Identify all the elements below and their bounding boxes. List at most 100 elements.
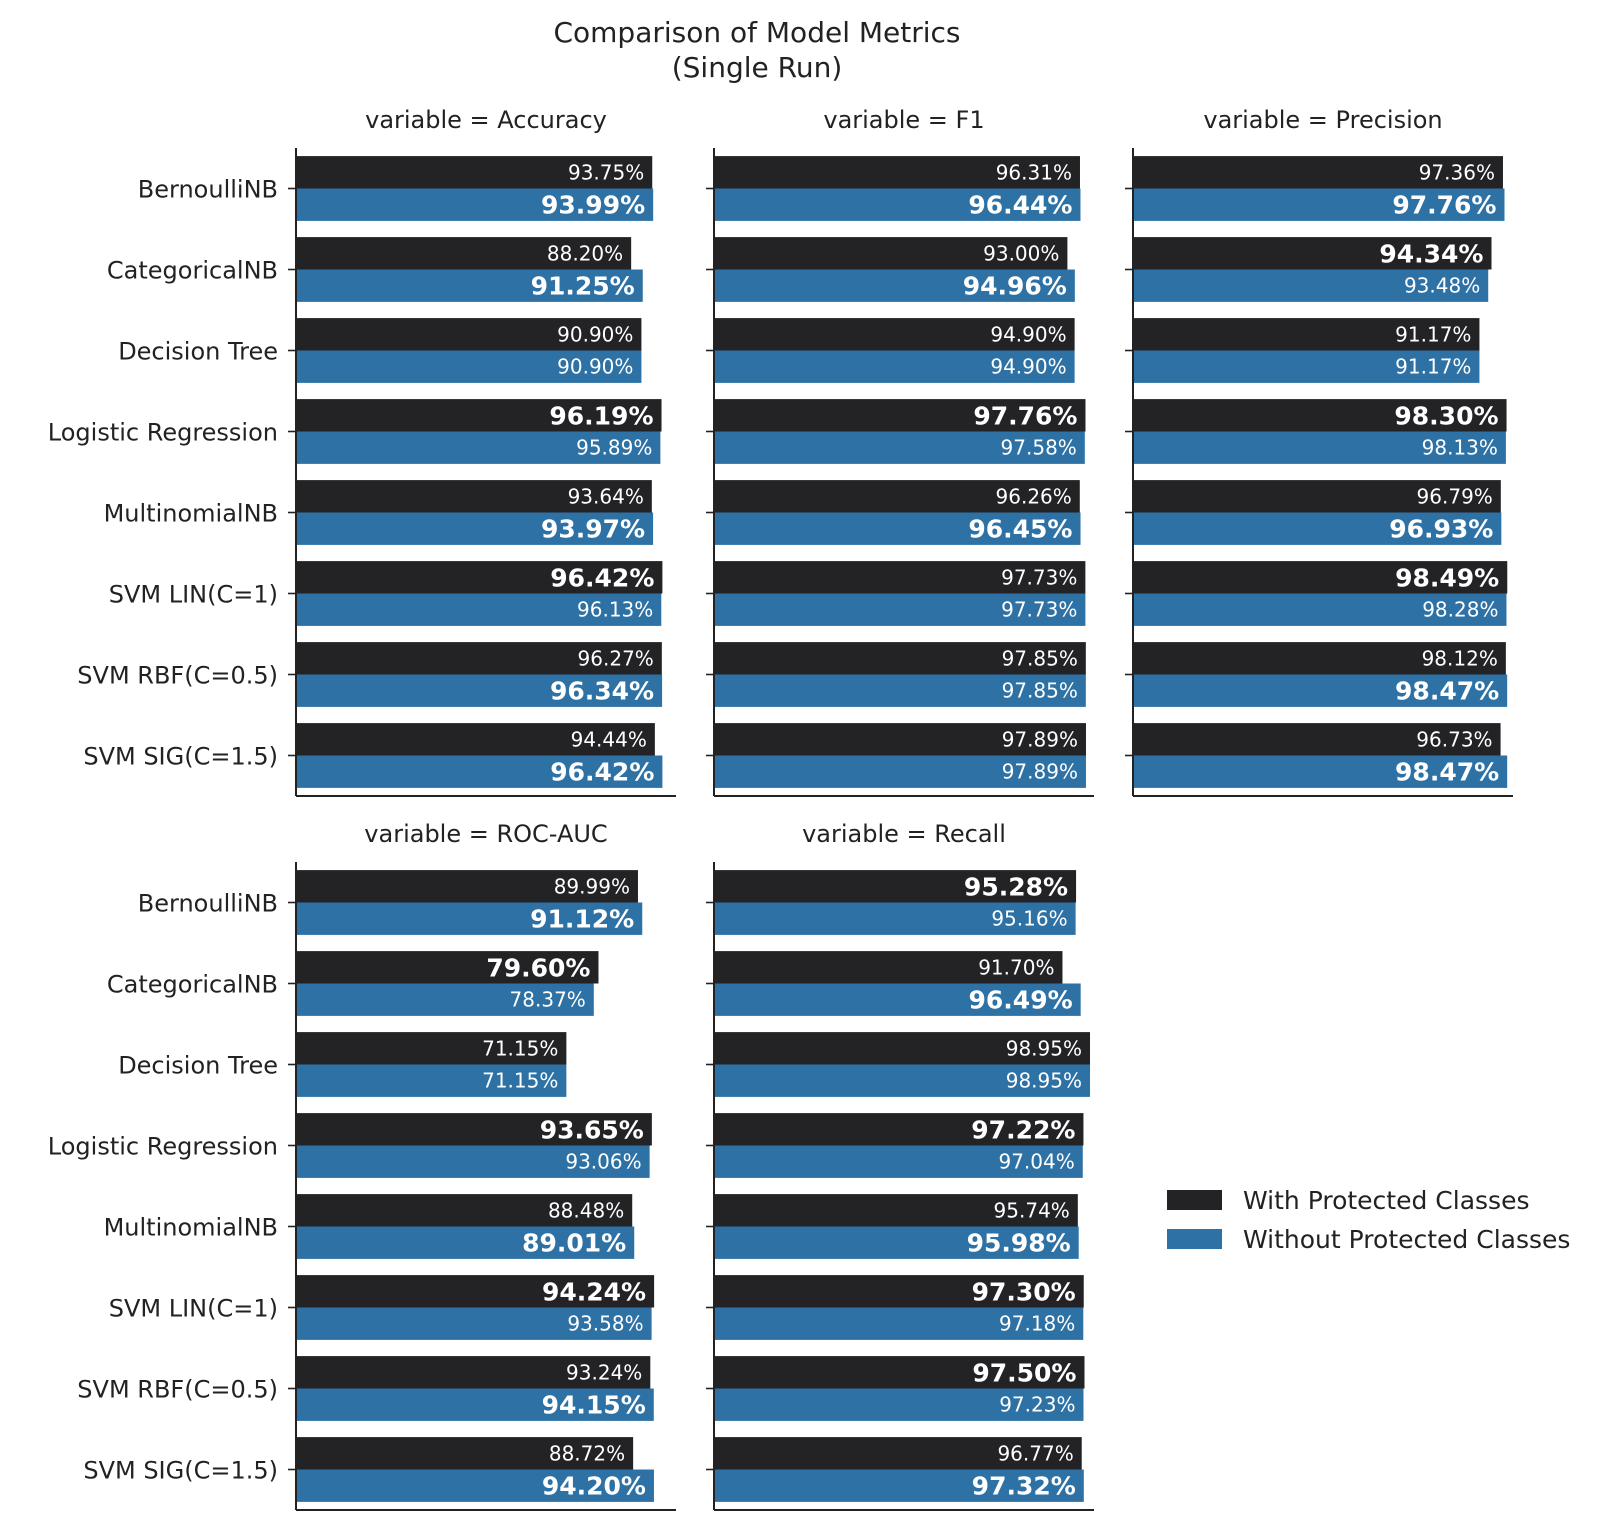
category-label-svm-lin-c-1: SVM LIN(C=1) xyxy=(109,1295,278,1323)
bar-f1-svm-rbf-c-0-5-s0 xyxy=(714,642,1086,675)
bar-precision-decision-tree-s1 xyxy=(1133,350,1480,383)
bar-f1-svm-lin-c-1-s0 xyxy=(714,561,1086,594)
category-label-svm-rbf-c-0-5: SVM RBF(C=0.5) xyxy=(77,1376,278,1404)
data-label-recall-svm-lin-c-1-s1: 97.18% xyxy=(999,1312,1075,1336)
panel-title-accuracy: variable = Accuracy xyxy=(365,106,607,134)
bar-accuracy-svm-rbf-c-0-5-s0 xyxy=(296,642,662,675)
bar-precision-svm-lin-c-1-s1 xyxy=(1133,593,1507,626)
bar-roc-auc-multinomialnb-s1 xyxy=(296,1226,635,1259)
bar-precision-logistic-regression-s0 xyxy=(1133,399,1507,432)
bar-recall-categoricalnb-s0 xyxy=(714,951,1063,984)
bar-recall-svm-lin-c-1-s0 xyxy=(714,1275,1084,1308)
bar-f1-decision-tree-s1 xyxy=(714,350,1075,383)
panel-f1: variable = F1 96.31% 96.44% 93.00% 94.96% 94.… xyxy=(706,106,1094,797)
category-label-multinomialnb: MultinomialNB xyxy=(104,500,278,528)
bar-f1-svm-sig-c-1-5-s1 xyxy=(714,755,1086,788)
bar-roc-auc-decision-tree-s0 xyxy=(296,1032,567,1065)
data-label-precision-decision-tree-s0: 91.17% xyxy=(1395,322,1471,346)
data-label-recall-svm-rbf-c-0-5-s1: 97.23% xyxy=(999,1393,1075,1417)
panel-roc-auc: variable = ROC-AUC 89.99% 91.12% BernoulliN… xyxy=(48,820,676,1511)
bar-accuracy-decision-tree-s0 xyxy=(296,318,642,351)
data-label-precision-svm-sig-c-1-5-s1: 98.47% xyxy=(1395,758,1499,787)
bar-recall-bernoullinb-s1 xyxy=(714,902,1076,935)
data-label-recall-logistic-regression-s0: 97.22% xyxy=(971,1115,1075,1144)
bar-roc-auc-logistic-regression-s0 xyxy=(296,1113,652,1146)
bar-precision-logistic-regression-s1 xyxy=(1133,431,1506,464)
bar-recall-logistic-regression-s1 xyxy=(714,1145,1083,1178)
bar-accuracy-decision-tree-s1 xyxy=(296,350,642,383)
category-label-decision-tree: Decision Tree xyxy=(118,338,278,366)
data-label-precision-decision-tree-s1: 91.17% xyxy=(1395,355,1471,379)
bar-f1-bernoullinb-s0 xyxy=(714,156,1080,189)
data-label-recall-svm-sig-c-1-5-s0: 96.77% xyxy=(997,1441,1073,1465)
legend-swatch-with-protected-classes xyxy=(1167,1190,1222,1210)
data-label-precision-svm-lin-c-1-s1: 98.28% xyxy=(1422,598,1498,622)
bar-recall-decision-tree-s0 xyxy=(714,1032,1091,1065)
data-label-precision-svm-rbf-c-0-5-s1: 98.47% xyxy=(1395,677,1499,706)
bar-precision-decision-tree-s0 xyxy=(1133,318,1480,351)
bar-accuracy-multinomialnb-s0 xyxy=(296,480,652,513)
panel-precision: variable = Precision 97.36% 97.76% 94.34% 93… xyxy=(1125,106,1513,797)
data-label-recall-decision-tree-s0: 98.95% xyxy=(1006,1036,1082,1060)
panel-recall: variable = Recall 95.28% 95.16% 91.70% 96.49… xyxy=(706,820,1094,1511)
category-label-svm-sig-c-1-5: SVM SIG(C=1.5) xyxy=(83,1457,278,1485)
bar-accuracy-categoricalnb-s0 xyxy=(296,237,632,270)
data-label-recall-svm-sig-c-1-5-s1: 97.32% xyxy=(972,1472,1076,1501)
data-label-precision-svm-sig-c-1-5-s0: 96.73% xyxy=(1416,727,1492,751)
bar-f1-multinomialnb-s0 xyxy=(714,480,1080,513)
bar-accuracy-svm-sig-c-1-5-s0 xyxy=(296,723,655,756)
data-label-f1-bernoullinb-s0: 96.31% xyxy=(996,160,1072,184)
data-label-f1-logistic-regression-s1: 97.58% xyxy=(1001,436,1077,460)
data-label-roc-auc-svm-lin-c-1-s1: 93.58% xyxy=(567,1312,643,1336)
data-label-accuracy-bernoullinb-s0: 93.75% xyxy=(568,160,644,184)
bar-roc-auc-categoricalnb-s1 xyxy=(296,983,594,1016)
category-label-logistic-regression: Logistic Regression xyxy=(48,1133,278,1161)
bar-accuracy-svm-sig-c-1-5-s1 xyxy=(296,755,663,788)
data-label-precision-multinomialnb-s0: 96.79% xyxy=(1417,484,1493,508)
bar-recall-bernoullinb-s0 xyxy=(714,870,1077,903)
category-label-categoricalnb: CategoricalNB xyxy=(107,257,278,285)
data-label-precision-categoricalnb-s0: 94.34% xyxy=(1379,239,1483,268)
data-label-roc-auc-svm-rbf-c-0-5-s1: 94.15% xyxy=(542,1391,646,1420)
data-label-f1-svm-lin-c-1-s1: 97.73% xyxy=(1001,598,1077,622)
data-label-f1-categoricalnb-s1: 94.96% xyxy=(963,272,1067,301)
data-label-accuracy-decision-tree-s1: 90.90% xyxy=(557,355,633,379)
data-label-recall-decision-tree-s1: 98.95% xyxy=(1006,1069,1082,1093)
bar-f1-logistic-regression-s1 xyxy=(714,431,1085,464)
data-label-roc-auc-decision-tree-s0: 71.15% xyxy=(482,1036,558,1060)
panel-accuracy: variable = Accuracy 93.75% 93.99% Bernoulli… xyxy=(48,106,676,797)
data-label-f1-svm-sig-c-1-5-s1: 97.89% xyxy=(1002,760,1078,784)
data-label-roc-auc-decision-tree-s1: 71.15% xyxy=(482,1069,558,1093)
bar-roc-auc-multinomialnb-s0 xyxy=(296,1194,633,1227)
bar-recall-categoricalnb-s1 xyxy=(714,983,1081,1016)
legend-swatch-without-protected-classes xyxy=(1167,1229,1222,1249)
bar-precision-categoricalnb-s0 xyxy=(1133,237,1492,270)
bar-recall-svm-sig-c-1-5-s1 xyxy=(714,1469,1084,1502)
bar-precision-bernoullinb-s1 xyxy=(1133,188,1505,221)
bar-recall-svm-rbf-c-0-5-s0 xyxy=(714,1356,1085,1389)
category-label-multinomialnb: MultinomialNB xyxy=(104,1214,278,1242)
bar-roc-auc-bernoullinb-s0 xyxy=(296,870,638,903)
data-label-accuracy-svm-rbf-c-0-5-s0: 96.27% xyxy=(578,646,654,670)
bar-roc-auc-svm-rbf-c-0-5-s1 xyxy=(296,1388,654,1421)
bar-f1-logistic-regression-s0 xyxy=(714,399,1086,432)
data-label-roc-auc-logistic-regression-s1: 93.06% xyxy=(565,1150,641,1174)
bar-roc-auc-categoricalnb-s0 xyxy=(296,951,599,984)
data-label-accuracy-svm-rbf-c-0-5-s1: 96.34% xyxy=(550,677,654,706)
data-label-recall-bernoullinb-s0: 95.28% xyxy=(964,872,1068,901)
category-label-svm-lin-c-1: SVM LIN(C=1) xyxy=(109,581,278,609)
bar-roc-auc-logistic-regression-s1 xyxy=(296,1145,650,1178)
category-label-svm-sig-c-1-5: SVM SIG(C=1.5) xyxy=(83,743,278,771)
panel-title-roc-auc: variable = ROC-AUC xyxy=(364,820,607,848)
data-label-f1-decision-tree-s0: 94.90% xyxy=(990,322,1066,346)
data-label-f1-svm-rbf-c-0-5-s1: 97.85% xyxy=(1002,679,1078,703)
bar-accuracy-logistic-regression-s1 xyxy=(296,431,661,464)
data-label-recall-svm-rbf-c-0-5-s0: 97.50% xyxy=(972,1358,1076,1387)
bar-recall-decision-tree-s1 xyxy=(714,1064,1091,1097)
bar-roc-auc-svm-sig-c-1-5-s0 xyxy=(296,1437,634,1470)
bar-precision-multinomialnb-s1 xyxy=(1133,512,1502,545)
category-label-categoricalnb: CategoricalNB xyxy=(107,971,278,999)
data-label-f1-decision-tree-s1: 94.90% xyxy=(990,355,1066,379)
data-label-roc-auc-logistic-regression-s0: 93.65% xyxy=(540,1115,644,1144)
